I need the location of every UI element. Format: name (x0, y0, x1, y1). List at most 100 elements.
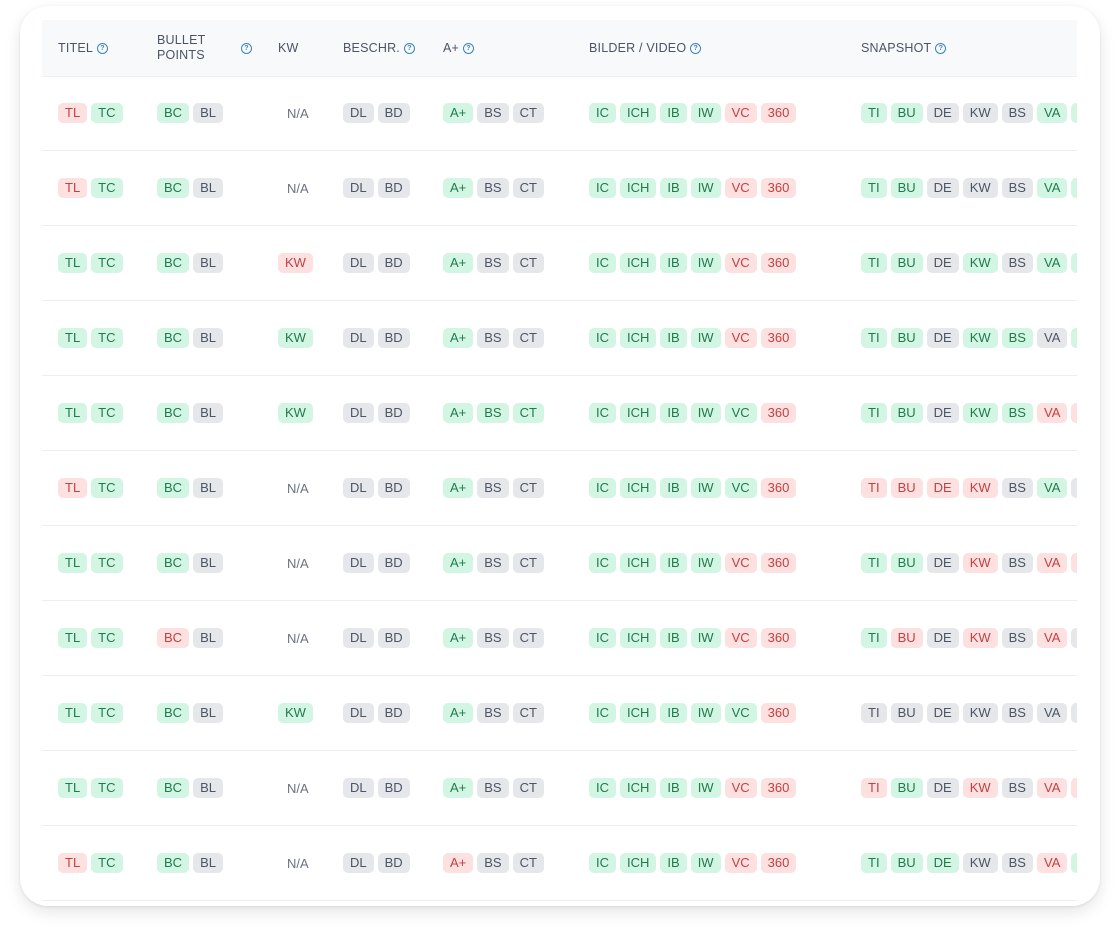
status-badge-tl[interactable]: TL (58, 553, 88, 573)
status-badge-im[interactable]: IM (1071, 853, 1077, 873)
status-badge-ib[interactable]: IB (660, 178, 687, 198)
status-badge-de[interactable]: DE (926, 103, 959, 123)
status-badge-tl[interactable]: TL (58, 853, 88, 873)
status-badge-bc[interactable]: BC (157, 403, 190, 423)
status-badge-360[interactable]: 360 (760, 778, 797, 798)
status-badge-im[interactable]: IM (1071, 778, 1077, 798)
status-badge-va[interactable]: VA (1036, 628, 1068, 648)
status-badge-ic[interactable]: IC (589, 328, 616, 348)
status-badge-vc[interactable]: VC (724, 328, 757, 348)
status-badge-tc[interactable]: TC (91, 478, 123, 498)
status-badge-bu[interactable]: BU (890, 553, 923, 573)
help-icon[interactable]: ? (690, 42, 702, 54)
status-badge-tl[interactable]: TL (58, 628, 88, 648)
status-badge-bu[interactable]: BU (890, 253, 923, 273)
status-badge-bl[interactable]: BL (193, 778, 223, 798)
status-badge-kw[interactable]: KW (962, 253, 998, 273)
status-badge-aplus[interactable]: A+ (443, 778, 474, 798)
status-badge-ich[interactable]: ICH (620, 778, 657, 798)
status-badge-va[interactable]: VA (1036, 553, 1068, 573)
status-badge-360[interactable]: 360 (760, 253, 797, 273)
status-badge-bd[interactable]: BD (377, 553, 410, 573)
status-badge-vc[interactable]: VC (724, 478, 757, 498)
help-icon[interactable]: ? (403, 42, 415, 54)
status-badge-tc[interactable]: TC (91, 703, 123, 723)
status-badge-ti[interactable]: TI (861, 853, 887, 873)
status-badge-ti[interactable]: TI (861, 328, 887, 348)
status-badge-360[interactable]: 360 (760, 853, 797, 873)
status-badge-aplus[interactable]: A+ (443, 253, 474, 273)
status-badge-ct[interactable]: CT (512, 478, 544, 498)
status-badge-tl[interactable]: TL (58, 328, 88, 348)
status-badge-ct[interactable]: CT (512, 403, 544, 423)
status-badge-vc[interactable]: VC (724, 628, 757, 648)
status-badge-ich[interactable]: ICH (620, 628, 657, 648)
status-badge-360[interactable]: 360 (760, 328, 797, 348)
status-badge-tc[interactable]: TC (91, 778, 123, 798)
status-badge-bs[interactable]: BS (1001, 253, 1033, 273)
status-badge-vc[interactable]: VC (724, 853, 757, 873)
status-badge-kw[interactable]: KW (962, 103, 998, 123)
status-badge-bc[interactable]: BC (157, 628, 190, 648)
status-badge-ct[interactable]: CT (512, 703, 544, 723)
status-badge-ct[interactable]: CT (512, 778, 544, 798)
status-badge-dl[interactable]: DL (343, 553, 374, 573)
status-badge-bc[interactable]: BC (157, 778, 190, 798)
status-badge-bc[interactable]: BC (157, 853, 190, 873)
status-badge-im[interactable]: IM (1071, 328, 1077, 348)
status-badge-dl[interactable]: DL (343, 703, 374, 723)
status-badge-dl[interactable]: DL (343, 253, 374, 273)
status-badge-ib[interactable]: IB (660, 628, 687, 648)
status-badge-im[interactable]: IM (1071, 178, 1077, 198)
status-badge-iw[interactable]: IW (690, 178, 721, 198)
status-badge-bs[interactable]: BS (1001, 103, 1033, 123)
status-badge-aplus[interactable]: A+ (443, 403, 474, 423)
status-badge-bs[interactable]: BS (477, 403, 509, 423)
status-badge-tc[interactable]: TC (91, 628, 123, 648)
status-badge-bd[interactable]: BD (377, 853, 410, 873)
status-badge-bs[interactable]: BS (477, 478, 509, 498)
status-badge-im[interactable]: IM (1071, 103, 1077, 123)
status-badge-de[interactable]: DE (926, 553, 959, 573)
status-badge-ct[interactable]: CT (512, 853, 544, 873)
status-badge-bd[interactable]: BD (377, 778, 410, 798)
status-badge-tc[interactable]: TC (91, 253, 123, 273)
status-badge-bu[interactable]: BU (890, 778, 923, 798)
status-badge-360[interactable]: 360 (760, 553, 797, 573)
status-badge-va[interactable]: VA (1036, 178, 1068, 198)
status-badge-bc[interactable]: BC (157, 103, 190, 123)
status-badge-im[interactable]: IM (1071, 628, 1077, 648)
status-badge-iw[interactable]: IW (690, 328, 721, 348)
status-badge-bc[interactable]: BC (157, 703, 190, 723)
status-badge-ct[interactable]: CT (512, 253, 544, 273)
status-badge-bd[interactable]: BD (377, 403, 410, 423)
status-badge-ct[interactable]: CT (512, 328, 544, 348)
status-badge-bu[interactable]: BU (890, 103, 923, 123)
status-badge-360[interactable]: 360 (760, 403, 797, 423)
status-badge-va[interactable]: VA (1036, 253, 1068, 273)
status-badge-tc[interactable]: TC (91, 328, 123, 348)
status-badge-bu[interactable]: BU (890, 178, 923, 198)
status-badge-bu[interactable]: BU (890, 703, 923, 723)
status-badge-ic[interactable]: IC (589, 103, 616, 123)
status-badge-kw[interactable]: KW (278, 328, 313, 348)
status-badge-de[interactable]: DE (926, 328, 959, 348)
help-icon[interactable]: ? (463, 42, 475, 54)
status-badge-tc[interactable]: TC (91, 853, 123, 873)
status-badge-ti[interactable]: TI (861, 553, 887, 573)
status-badge-bs[interactable]: BS (477, 178, 509, 198)
status-badge-bs[interactable]: BS (1001, 403, 1033, 423)
status-badge-ti[interactable]: TI (861, 253, 887, 273)
status-badge-tl[interactable]: TL (58, 178, 88, 198)
status-badge-va[interactable]: VA (1036, 703, 1068, 723)
status-badge-de[interactable]: DE (926, 628, 959, 648)
status-badge-bl[interactable]: BL (193, 403, 223, 423)
status-badge-ic[interactable]: IC (589, 403, 616, 423)
status-badge-vc[interactable]: VC (724, 553, 757, 573)
status-badge-aplus[interactable]: A+ (443, 853, 474, 873)
status-badge-kw[interactable]: KW (278, 253, 313, 273)
status-badge-bs[interactable]: BS (477, 328, 509, 348)
status-badge-ct[interactable]: CT (512, 553, 544, 573)
status-badge-kw[interactable]: KW (962, 328, 998, 348)
status-badge-ib[interactable]: IB (660, 403, 687, 423)
